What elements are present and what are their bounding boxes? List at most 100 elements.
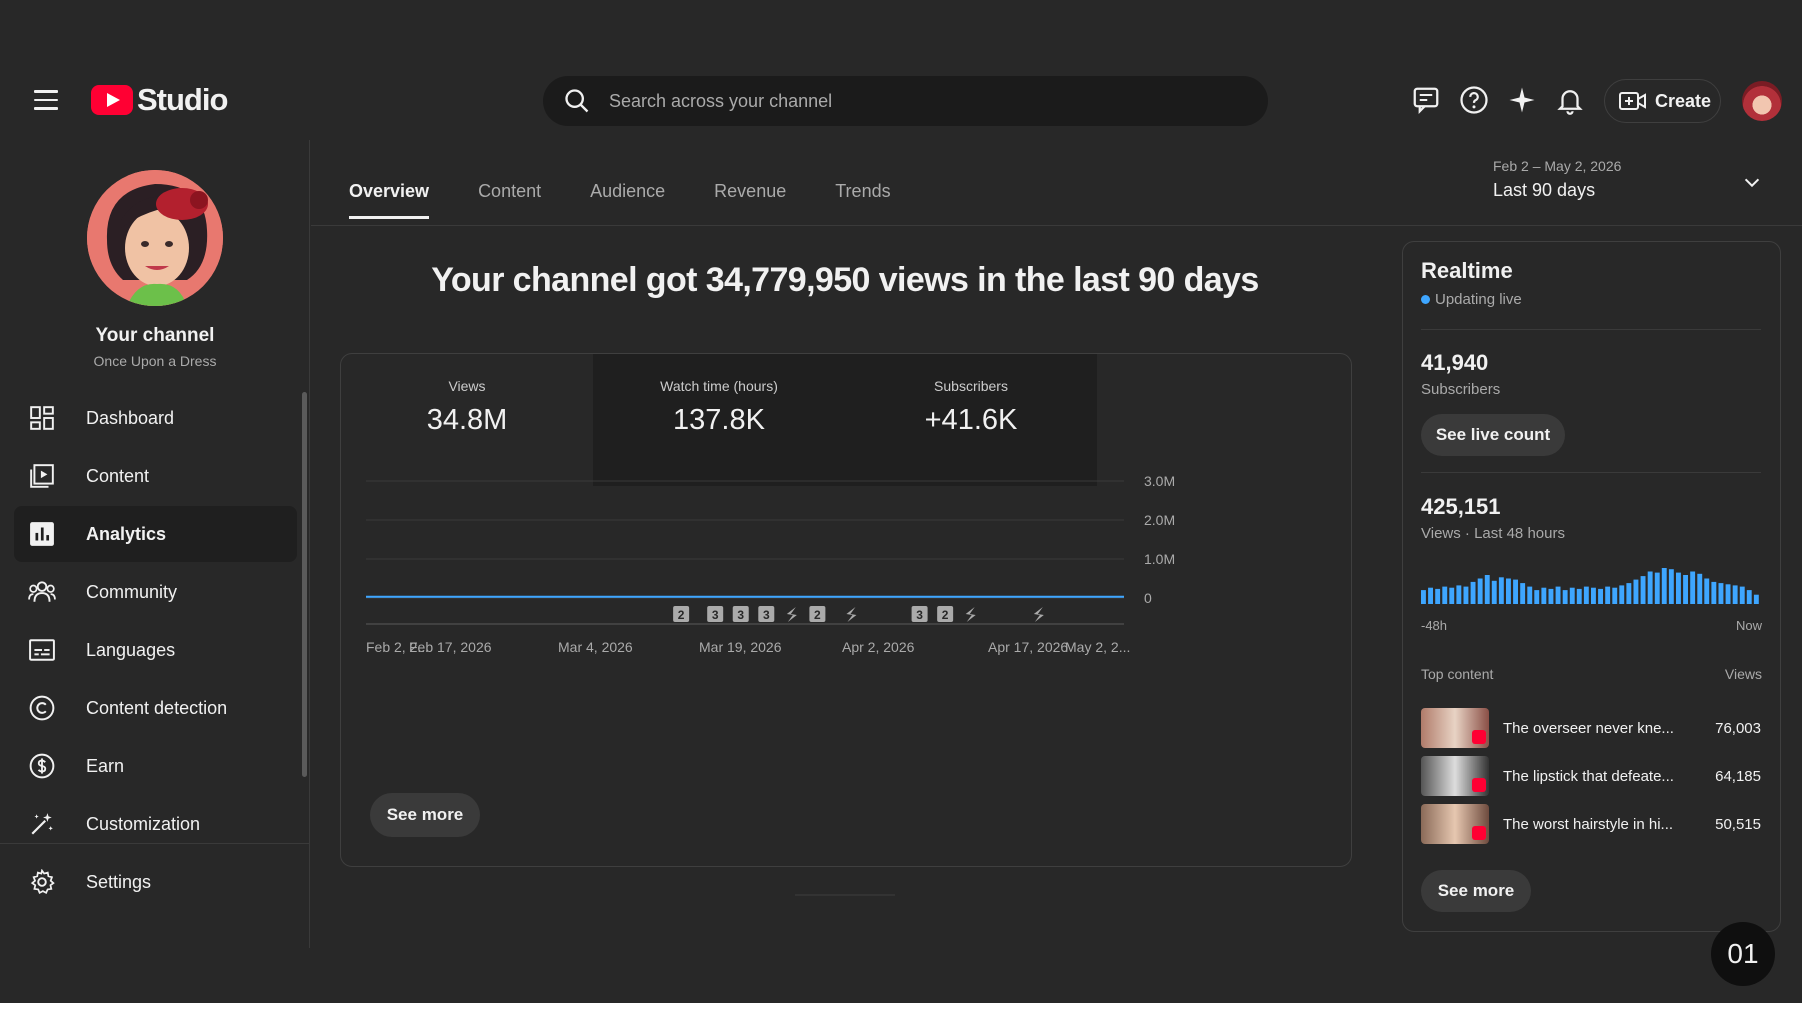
sidebar-item-community[interactable]: Community <box>14 564 297 620</box>
tab-overview[interactable]: Overview <box>349 181 430 219</box>
sidebar-item-label: Settings <box>86 871 152 892</box>
account-avatar[interactable] <box>1742 81 1782 121</box>
sidebar-item-label: Earn <box>86 755 125 776</box>
realtime-bar <box>1463 586 1469 604</box>
search-icon <box>565 89 589 113</box>
overview-card: Views 34.8M Watch time (hours) 137.8K Su… <box>340 353 1352 867</box>
metric-label: Subscribers <box>934 378 1008 394</box>
realtime-bar <box>1583 586 1589 604</box>
sidebar-item-analytics[interactable]: Analytics <box>14 506 297 562</box>
see-more-button[interactable]: See more <box>370 793 480 837</box>
channel-avatar[interactable] <box>87 170 223 306</box>
realtime-bar <box>1428 587 1433 604</box>
upload-marker <box>937 606 954 622</box>
gear-icon <box>28 868 56 896</box>
menu-icon[interactable] <box>34 90 58 112</box>
search-input[interactable] <box>609 90 1209 112</box>
sidebar-item-languages[interactable]: Languages <box>14 622 297 678</box>
realtime-bar <box>1456 585 1462 604</box>
dollar-icon <box>28 752 56 780</box>
see-live-count-button[interactable]: See live count <box>1421 414 1565 456</box>
realtime-views: 425,151 <box>1421 494 1501 519</box>
realtime-bar <box>1520 583 1526 604</box>
realtime-see-more-button[interactable]: See more <box>1421 870 1531 912</box>
channel-title: Your channel <box>95 325 215 346</box>
realtime-bar <box>1697 573 1703 604</box>
sidebar-divider <box>0 843 310 844</box>
search-bar[interactable] <box>543 76 1268 126</box>
sidebar-item-label: Content <box>86 465 150 486</box>
realtime-bar <box>1605 586 1611 604</box>
upload-marker <box>707 606 724 622</box>
realtime-views-bars[interactable] <box>1421 564 1761 604</box>
top-content-row[interactable]: The overseer never kne... 76,003 <box>1421 708 1761 748</box>
metric-watch-time[interactable]: Watch time (hours) 137.8K <box>593 354 845 486</box>
sidebar-item-label: Languages <box>86 639 176 660</box>
realtime-bar <box>1718 583 1724 604</box>
upload-marker <box>809 606 826 622</box>
sidebar-item-settings[interactable]: Settings <box>14 854 297 910</box>
sidebar-item-earn[interactable]: Earn <box>14 738 297 794</box>
video-title: The overseer never kne... <box>1503 719 1674 737</box>
date-range-dates: Feb 2 – May 2, 2026 <box>1493 158 1622 174</box>
feedback-icon[interactable] <box>1411 85 1441 115</box>
realtime-bar <box>1704 578 1710 604</box>
sidebar-item-customization[interactable]: Customization <box>14 796 297 852</box>
date-range-picker[interactable]: Feb 2 – May 2, 2026 Last 90 days <box>1493 158 1621 201</box>
upload-marker <box>673 606 690 622</box>
top-content-row[interactable]: The worst hairstyle in hi... 50,515 <box>1421 804 1761 844</box>
tab-revenue[interactable]: Revenue <box>714 181 787 201</box>
chevron-down-icon[interactable] <box>1741 172 1763 194</box>
shorts-marker-icon <box>1033 607 1044 622</box>
upload-marker-label: 3 <box>763 608 770 622</box>
upload-marker <box>911 606 928 622</box>
tab-audience[interactable]: Audience <box>590 181 666 201</box>
video-thumbnail <box>1421 756 1489 796</box>
views-chart[interactable]: 3.0M 2.0M 1.0M 0 2 3 3 3 2 3 2 Feb 2, 2...Feb 17, 2… <box>341 354 1352 764</box>
sidebar-item-dashboard[interactable]: Dashboard <box>14 390 297 446</box>
realtime-subscribers: 41,940 <box>1421 350 1489 375</box>
video-thumbnail <box>1421 708 1489 748</box>
metric-views[interactable]: Views 34.8M <box>341 354 593 486</box>
realtime-bar <box>1640 576 1646 604</box>
x-tick-label: Feb 17, 2026 <box>409 639 492 655</box>
shorts-marker-icon <box>846 607 857 622</box>
axis-start-label: -48h <box>1421 618 1448 633</box>
realtime-bar <box>1534 590 1540 604</box>
sidebar-item-content[interactable]: Content <box>14 448 297 504</box>
tabs-divider <box>311 225 1802 226</box>
create-button[interactable]: Create <box>1604 79 1721 123</box>
sidebar-item-content-detection[interactable]: Content detection <box>14 680 297 736</box>
tab-content[interactable]: Content <box>478 181 542 201</box>
realtime-bar <box>1711 581 1717 604</box>
notifications-bell-icon[interactable] <box>1555 85 1585 115</box>
studio-logo[interactable]: Studio <box>91 82 228 118</box>
realtime-bar <box>1746 590 1752 604</box>
realtime-bar <box>1612 587 1618 604</box>
metric-value: 137.8K <box>673 404 765 436</box>
metric-subscribers[interactable]: Subscribers +41.6K <box>845 354 1097 486</box>
top-content-row[interactable]: The lipstick that defeate... 64,185 <box>1421 756 1761 796</box>
realtime-bar <box>1491 580 1497 604</box>
x-tick-label: Mar 19, 2026 <box>699 639 782 655</box>
realtime-bar <box>1619 585 1625 604</box>
realtime-views-label: Views · Last 48 hours <box>1421 525 1565 542</box>
channel-avatar-illustration <box>87 170 223 306</box>
realtime-bar <box>1555 586 1561 604</box>
sidebar-item-label: Content detection <box>86 697 228 718</box>
help-icon[interactable] <box>1459 85 1489 115</box>
content-icon <box>28 462 56 490</box>
sidebar-scrollbar[interactable] <box>302 392 307 777</box>
y-tick-label: 2.0M <box>1144 512 1175 528</box>
video-views: 76,003 <box>1715 719 1761 737</box>
tab-trends[interactable]: Trends <box>835 181 891 201</box>
realtime-bar <box>1732 585 1738 604</box>
x-tick-label: Apr 17, 2026 <box>988 639 1068 655</box>
metric-label: Views <box>448 378 486 394</box>
realtime-bar <box>1506 578 1511 604</box>
upload-marker <box>732 606 749 622</box>
youtube-logo-icon <box>91 85 133 115</box>
realtime-bar <box>1661 568 1667 604</box>
sparkle-icon[interactable] <box>1507 85 1537 115</box>
magic-wand-icon <box>28 810 56 838</box>
